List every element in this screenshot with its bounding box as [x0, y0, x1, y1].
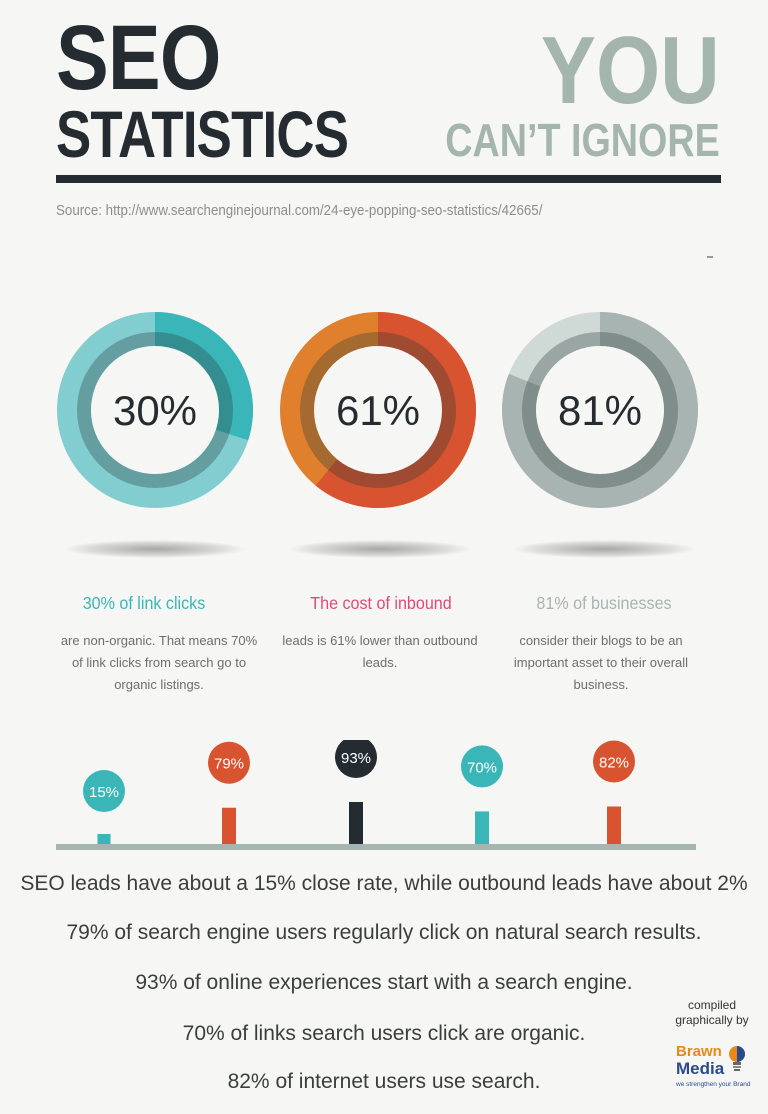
stat-body-1: are non-organic. That means 70% of link …: [60, 633, 258, 692]
fact-2: 79% of search engine users regularly cli…: [66, 921, 702, 944]
decorative-dash: [707, 256, 713, 258]
donut-inner-ring-1: [77, 332, 233, 488]
donut-label-1: 30%: [113, 387, 197, 434]
stat-title-3: 81% of businesses: [536, 593, 672, 613]
donut-chart-2: 61%: [280, 312, 476, 508]
subtitle-line-2: CAN’T IGNORE: [445, 114, 720, 166]
stat-body-3: consider their blogs to be an important …: [513, 633, 689, 692]
stat-title-2: The cost of inbound: [310, 593, 452, 613]
page-title: SEO STATISTICS: [56, 7, 421, 171]
fact-1: SEO leads have about a 15% close rate, w…: [20, 872, 748, 895]
bar-badge-5: [593, 740, 635, 783]
donut-label-2: 61%: [336, 387, 420, 434]
page-subtitle: YOU CAN’T IGNORE: [385, 17, 720, 166]
bar-label-5: 82%: [599, 755, 629, 772]
stat-body-2: leads is 61% lower than outbound leads.: [282, 633, 478, 670]
bar-1: [97, 834, 111, 844]
stat-title-1: 30% of link clicks: [82, 593, 206, 613]
donut-hole-2: [314, 346, 442, 474]
stat-bar-chart: 15% 79% 93% 70% 82%: [56, 740, 696, 850]
bar-5: [607, 806, 621, 844]
bar-label-4: 70%: [467, 759, 497, 776]
donut-label-3: 81%: [558, 387, 642, 434]
bar-3: [349, 802, 363, 844]
fact-5: 82% of internet users use search.: [227, 1070, 541, 1093]
fact-3: 93% of online experiences start with a s…: [135, 971, 633, 994]
bar-label-2: 79%: [214, 756, 244, 773]
donut-shadow-1: [65, 540, 245, 558]
bar-chart-baseline: [56, 844, 696, 850]
brawn-media-logo: Brawn Media we strengthen your Brand: [676, 1043, 758, 1093]
subtitle-line-1: YOU: [541, 17, 720, 124]
logo-brand-line-2: Media: [676, 1059, 725, 1078]
bar-badge-3: [335, 740, 377, 778]
donut-inner-ring-3: [522, 332, 678, 488]
title-line-2: STATISTICS: [56, 97, 349, 171]
bar-badge-2: [208, 741, 250, 784]
credit-text: compiled graphically by: [675, 998, 749, 1027]
donut-shadow-2: [290, 540, 470, 558]
donut-inner-ring-2: [300, 332, 456, 488]
bar-2: [222, 807, 236, 844]
bar-badge-4: [461, 745, 503, 788]
logo-tagline: we strengthen your Brand: [676, 1081, 751, 1088]
title-line-1: SEO: [56, 7, 221, 109]
logo-brand-line-1: Brawn: [676, 1043, 722, 1060]
donut-chart-3: 81%: [502, 312, 698, 508]
donut-chart-1: 30%: [57, 312, 253, 508]
source-link[interactable]: Source: http://www.searchenginejournal.c…: [56, 203, 543, 219]
lightbulb-icon: [729, 1046, 745, 1071]
donut-charts: 30% 61% 81%: [57, 312, 698, 508]
fact-4: 70% of links search users click are orga…: [182, 1022, 586, 1045]
donut-shadow-3: [514, 540, 694, 558]
bar-label-1: 15%: [89, 784, 119, 801]
donut-hole-1: [91, 346, 219, 474]
bar-label-3: 93%: [341, 750, 371, 767]
bar-badge-1: [83, 770, 125, 812]
title-divider: [56, 175, 721, 183]
donut-hole-3: [536, 346, 664, 474]
bar-4: [475, 811, 489, 844]
